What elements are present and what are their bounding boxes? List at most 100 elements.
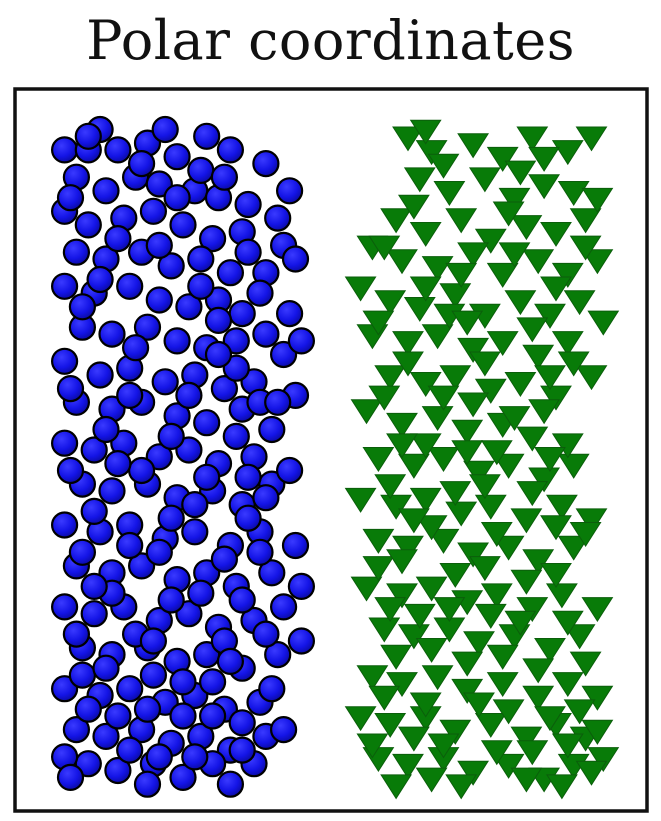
circle-point — [270, 715, 298, 744]
triangle-point — [474, 603, 507, 629]
circle-point — [187, 579, 215, 607]
circle-point — [210, 545, 238, 573]
triangle-point — [350, 399, 383, 425]
triangle-point — [510, 215, 543, 241]
circle-point — [92, 654, 120, 682]
triangle-point — [463, 692, 495, 718]
circle-point — [157, 252, 185, 280]
triangle-point — [392, 126, 424, 152]
triangle-point — [374, 713, 407, 738]
circle-point — [210, 163, 238, 191]
circle-point — [169, 211, 197, 239]
triangle-point — [409, 487, 442, 513]
markers-layer — [50, 115, 620, 800]
circle-point — [62, 238, 91, 266]
circle-point — [169, 763, 197, 792]
triangle-point — [392, 753, 424, 779]
triangle-point — [362, 528, 395, 554]
triangle-point — [409, 433, 442, 459]
circle-point — [50, 272, 79, 300]
circle-point — [270, 340, 298, 369]
circle-point — [104, 702, 132, 730]
triangle-point — [540, 222, 572, 247]
circle-point — [145, 538, 173, 566]
circle-point — [281, 245, 310, 273]
triangle-point — [581, 685, 614, 711]
circle-point — [258, 559, 286, 587]
triangle-point — [415, 576, 448, 602]
triangle-point — [534, 447, 566, 473]
circle-point — [175, 436, 203, 464]
circle-point — [128, 456, 156, 485]
triangle-point — [427, 447, 460, 473]
triangle-point — [374, 474, 407, 500]
triangle-point — [403, 167, 436, 193]
circle-point — [80, 436, 108, 464]
triangle-point — [457, 133, 490, 159]
circle-point — [145, 231, 173, 259]
circle-point — [181, 518, 209, 546]
circle-point — [175, 600, 203, 628]
triangle-point — [415, 140, 448, 166]
triangle-point — [492, 201, 525, 227]
circle-point — [50, 347, 79, 375]
circle-point — [116, 675, 144, 703]
triangle-point — [540, 515, 572, 541]
circle-point — [193, 463, 221, 491]
triangle-point — [445, 208, 478, 234]
circle-point — [264, 388, 292, 416]
circle-point — [234, 238, 262, 266]
triangle-point — [386, 433, 418, 459]
circle-point — [157, 586, 185, 614]
triangle-point — [587, 310, 620, 336]
circle-point — [145, 743, 173, 771]
circle-point — [92, 722, 120, 751]
circle-point — [74, 211, 102, 239]
circle-point — [210, 375, 238, 403]
triangle-point — [386, 412, 418, 438]
triangle-point — [575, 508, 608, 534]
triangle-point — [409, 372, 442, 398]
circle-point — [216, 136, 244, 164]
triangle-point — [409, 692, 442, 718]
triangle-point — [463, 460, 495, 486]
triangle-point — [415, 515, 448, 541]
triangle-point — [504, 160, 537, 186]
triangle-point — [551, 140, 584, 166]
circle-point — [74, 122, 102, 150]
triangle-point — [451, 651, 484, 677]
circle-point — [56, 375, 85, 403]
triangle-point — [575, 126, 608, 152]
triangle-point — [563, 290, 596, 316]
triangle-point — [557, 351, 590, 377]
circle-point — [199, 702, 227, 730]
triangle-point — [540, 276, 572, 302]
circle-point — [181, 491, 209, 519]
triangle-point — [356, 733, 389, 759]
triangle-point — [545, 583, 578, 609]
circle-point — [116, 381, 144, 409]
circle-point — [80, 497, 108, 525]
triangle-point — [480, 740, 513, 766]
triangle-point — [486, 262, 519, 288]
triangle-point — [540, 385, 572, 411]
circle-point — [187, 272, 215, 300]
triangle-point — [344, 276, 377, 302]
triangle-point — [581, 187, 614, 213]
circle-point — [270, 593, 298, 621]
circle-point — [228, 736, 256, 764]
triangle-point — [386, 672, 418, 698]
triangle-point — [522, 658, 555, 684]
triangle-point — [551, 733, 584, 759]
triangle-point — [474, 494, 507, 520]
triangle-point — [587, 747, 620, 773]
triangle-point — [545, 774, 578, 800]
circle-point — [287, 327, 315, 355]
circle-point — [163, 327, 191, 355]
circle-point — [157, 504, 185, 532]
triangle-point — [551, 610, 584, 636]
triangle-point — [392, 535, 424, 561]
circle-point — [139, 627, 167, 655]
circle-point — [187, 245, 215, 273]
triangle-point — [397, 194, 430, 220]
